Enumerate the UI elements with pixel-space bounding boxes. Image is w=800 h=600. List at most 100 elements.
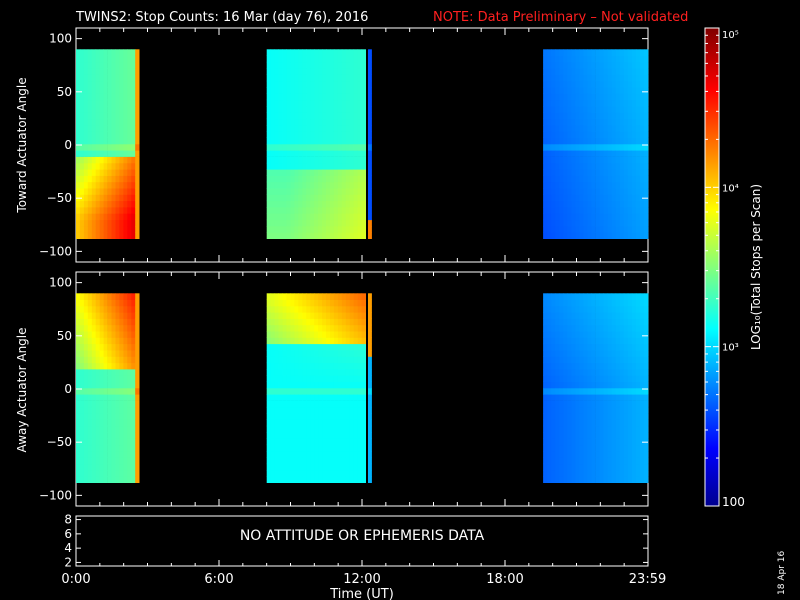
heatmap-cell	[326, 169, 331, 176]
heatmap-cell	[595, 118, 600, 126]
heatmap-cell	[619, 305, 625, 313]
heatmap-cell	[123, 299, 128, 307]
heatmap-cell	[266, 463, 272, 471]
heatmap-cell	[266, 181, 272, 189]
heatmap-cell	[76, 381, 81, 389]
heatmap-cell	[333, 324, 339, 332]
heatmap-cell	[551, 169, 556, 176]
heatmap-cell	[76, 219, 81, 227]
heatmap-cell	[286, 200, 291, 208]
heatmap-cell	[282, 476, 287, 483]
heatmap-cell	[127, 207, 132, 214]
heatmap-cell	[135, 156, 140, 164]
heatmap-cell	[583, 188, 588, 195]
heatmap-cell	[337, 350, 343, 357]
heatmap-cell	[103, 232, 108, 239]
heatmap-cell	[318, 305, 323, 313]
heatmap-cell	[619, 143, 625, 151]
heatmap-cell	[326, 162, 331, 170]
heatmap-cell	[310, 106, 315, 113]
heatmap-cell	[282, 299, 287, 307]
heatmap-cell	[361, 350, 366, 357]
heatmap-cell	[87, 463, 93, 471]
heatmap-cell	[341, 181, 347, 189]
heatmap-cell	[302, 118, 307, 126]
heatmap-cell	[127, 381, 132, 389]
heatmap-cell	[615, 137, 621, 145]
heatmap-cell	[635, 419, 641, 427]
heatmap-cell	[623, 381, 629, 389]
heatmap-cell	[91, 112, 97, 120]
heatmap-cell	[266, 413, 272, 420]
heatmap-cell	[333, 131, 339, 138]
heatmap-cell	[579, 425, 584, 433]
heatmap-cell	[547, 324, 552, 332]
heatmap-cell	[95, 219, 100, 227]
heatmap-cell	[79, 118, 85, 126]
heatmap-cell	[635, 324, 641, 332]
heatmap-cell	[123, 213, 128, 221]
heatmap-cell	[83, 175, 89, 183]
heatmap-cell	[333, 213, 339, 221]
heatmap-cell	[306, 112, 311, 120]
heatmap-cell	[266, 400, 272, 408]
heatmap-cell	[563, 232, 568, 239]
heatmap-cell	[644, 406, 649, 414]
heatmap-cell	[551, 143, 556, 151]
heatmap-cell	[318, 400, 323, 408]
heatmap-cell	[583, 194, 588, 202]
heatmap-cell	[551, 406, 556, 414]
heatmap-cell	[341, 162, 347, 170]
heatmap-cell	[627, 381, 633, 389]
heatmap-cell	[615, 375, 621, 382]
heatmap-cell	[326, 131, 331, 138]
heatmap-cell	[103, 80, 108, 88]
heatmap-cell	[575, 175, 580, 183]
heatmap-cell	[571, 93, 576, 101]
heatmap-cell	[270, 112, 275, 120]
heatmap-cell	[298, 293, 303, 300]
heatmap-cell	[333, 219, 339, 227]
heatmap-cell	[286, 226, 291, 233]
heatmap-cell	[314, 150, 319, 157]
heatmap-cell	[95, 55, 100, 63]
heatmap-cell	[282, 93, 287, 101]
heatmap-cell	[357, 343, 363, 351]
heatmap-cell	[306, 413, 311, 420]
heatmap-cell	[579, 419, 584, 427]
heatmap-cell	[357, 200, 363, 208]
heatmap-cell	[599, 80, 604, 88]
heatmap-cell	[119, 444, 124, 452]
heatmap-cell	[639, 150, 645, 157]
heatmap-cell	[644, 400, 649, 408]
heatmap-cell	[353, 200, 359, 208]
heatmap-cell	[639, 49, 645, 56]
heatmap-cell	[286, 80, 291, 88]
heatmap-cell	[349, 68, 355, 75]
heatmap-cell	[607, 331, 613, 338]
heatmap-cell	[644, 181, 649, 189]
heatmap-cell	[290, 99, 295, 107]
heatmap-cell	[353, 337, 359, 345]
heatmap-cell	[623, 169, 629, 176]
heatmap-cell	[603, 432, 608, 439]
heatmap-cell	[547, 362, 552, 370]
heatmap-cell	[571, 181, 576, 189]
heatmap-cell	[369, 375, 372, 382]
heatmap-cell	[91, 305, 97, 313]
heatmap-cell	[95, 99, 100, 107]
heatmap-cell	[357, 137, 363, 145]
heatmap-cell	[547, 150, 552, 157]
heatmap-cell	[591, 61, 596, 69]
heatmap-cell	[599, 99, 604, 107]
heatmap-cell	[345, 200, 351, 208]
heatmap-cell	[127, 74, 132, 82]
heatmap-cell	[79, 137, 85, 145]
heatmap-cell	[623, 318, 629, 326]
heatmap-cell	[595, 156, 600, 164]
heatmap-cell	[583, 362, 588, 370]
heatmap-cell	[603, 150, 608, 157]
heatmap-cell	[603, 137, 608, 145]
heatmap-cell	[635, 369, 641, 376]
